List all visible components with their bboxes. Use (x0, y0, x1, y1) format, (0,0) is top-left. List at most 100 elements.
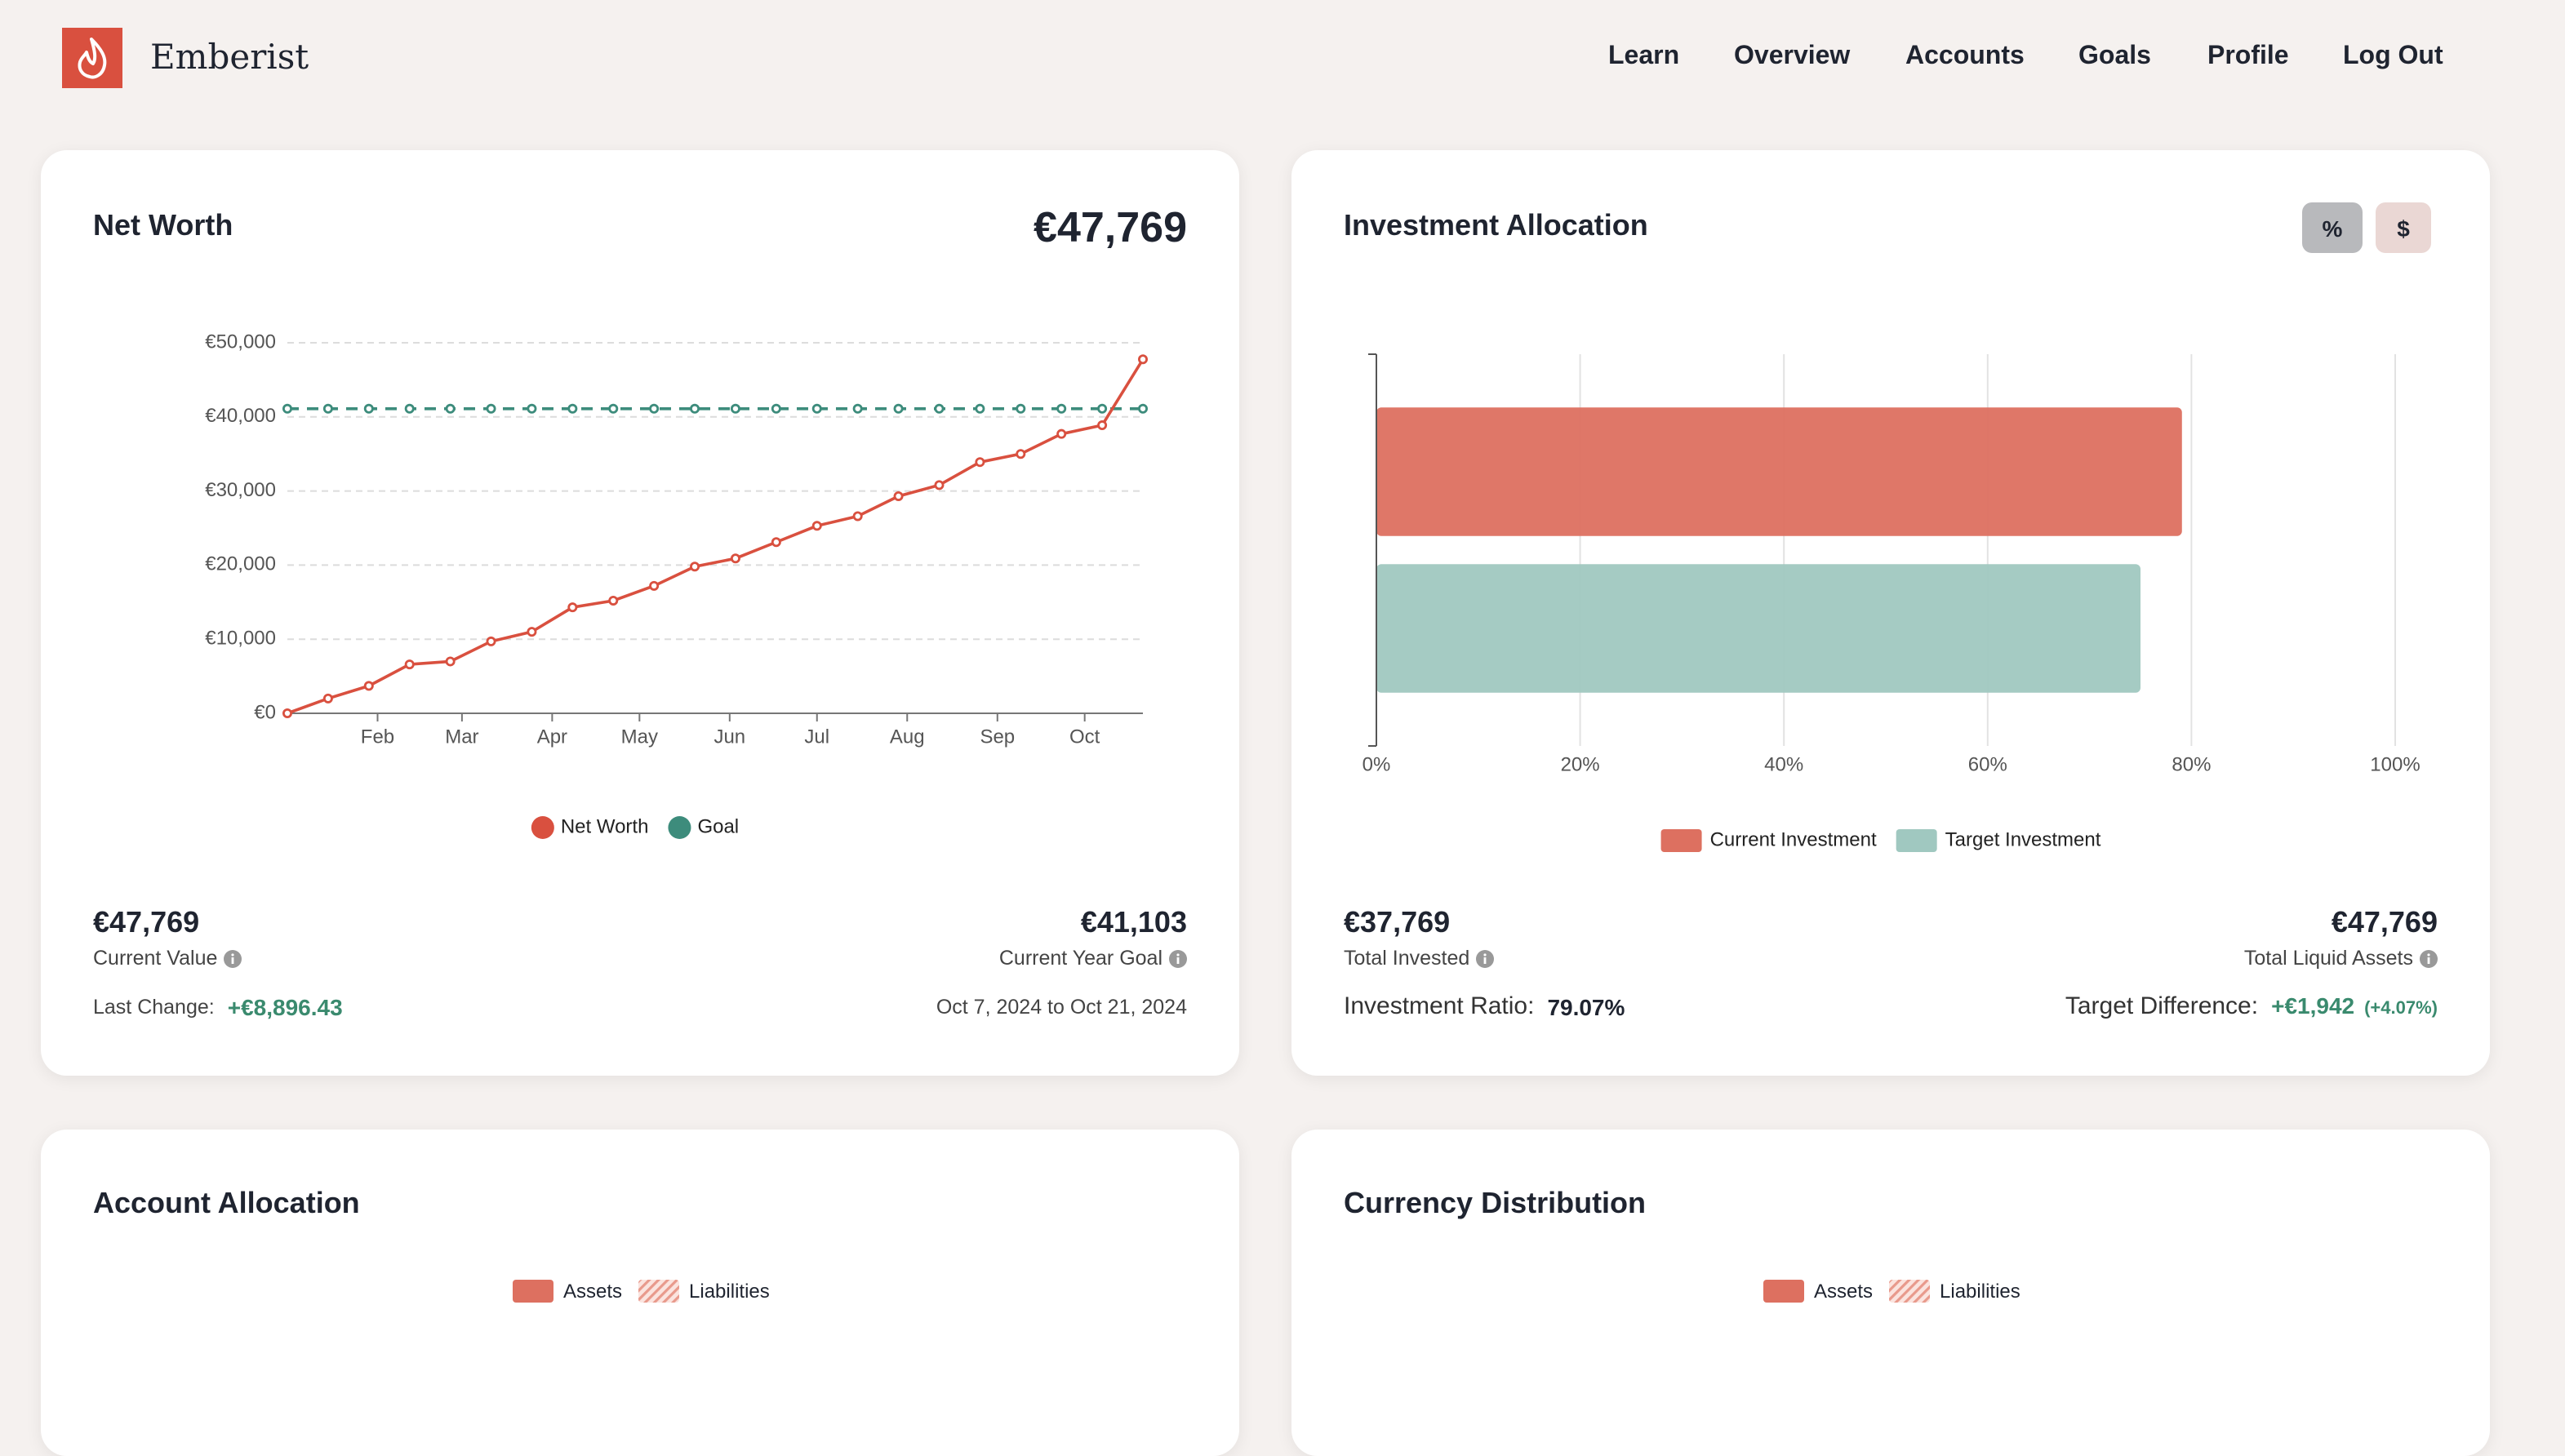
info-icon[interactable] (1169, 949, 1187, 967)
point (1016, 449, 1026, 459)
point (1097, 420, 1108, 431)
point (1016, 403, 1026, 414)
stat-label: Total Liquid Assets (2244, 947, 2438, 970)
bar (1376, 564, 2140, 693)
point (893, 403, 904, 414)
stat-value: €47,769 (93, 906, 200, 939)
target-difference: Target Difference: +€1,942 (+4.07%) (2065, 992, 2438, 1020)
toggle-button[interactable]: % (2302, 202, 2363, 253)
point (608, 403, 619, 414)
point (975, 457, 985, 468)
bar (1376, 407, 2182, 536)
label: Last Change: (93, 996, 215, 1019)
point (1138, 354, 1149, 365)
point (404, 659, 415, 670)
stat-value: €37,769 (1344, 906, 1451, 939)
x-tick-label: Oct (1069, 726, 1100, 748)
x-tick-label: Apr (537, 726, 567, 748)
y-tick-label: €0 (254, 701, 276, 723)
legend: Assets Liabilities (513, 1280, 770, 1303)
legend-label: Net Worth (561, 815, 649, 837)
point (1097, 403, 1108, 414)
point (282, 708, 292, 719)
stat-value: €47,769 (2331, 906, 2438, 939)
point (445, 403, 456, 414)
point (445, 656, 456, 667)
point (852, 403, 863, 414)
legend-label: Assets (1814, 1280, 1874, 1303)
value: 79.07% (1547, 993, 1625, 1019)
x-tick-label: 80% (2172, 753, 2211, 775)
info-icon[interactable] (224, 949, 242, 967)
brand[interactable]: Emberist (150, 38, 309, 77)
point (282, 403, 292, 414)
point (730, 403, 740, 414)
last-change: Last Change: +€8,896.43 (93, 994, 343, 1020)
label: Total Liquid Assets (2243, 947, 2413, 970)
label: Total Invested (1344, 947, 1470, 970)
headline-value: €47,769 (1034, 202, 1187, 251)
x-tick-label: Jun (713, 726, 745, 748)
nav-link[interactable]: Learn (1608, 42, 1680, 70)
point (771, 537, 781, 548)
legend-label: Liabilities (1940, 1280, 2020, 1303)
nav-link[interactable]: Accounts (1905, 42, 2025, 70)
nav-link[interactable]: Log Out (2343, 42, 2443, 70)
label: Current Value (93, 947, 218, 970)
nav-link[interactable]: Overview (1734, 42, 1851, 70)
point (934, 480, 945, 491)
x-tick-label: Mar (445, 726, 478, 748)
x-tick-label: 40% (1764, 753, 1803, 775)
line-chart: €0 €10,000 €20,000 €30,000 €40,000 €50,000 Feb… (205, 331, 1149, 839)
nav-link[interactable]: Profile (2207, 42, 2289, 70)
point (811, 521, 822, 531)
legend-label: Target Investment (1945, 828, 2101, 850)
point (608, 595, 619, 606)
page: Emberist Learn Overview Accounts Goals P… (41, 28, 2490, 1456)
x-tick-label: 20% (1561, 753, 1600, 775)
legend-swatch (1889, 1280, 1931, 1303)
legend-swatch (513, 1280, 553, 1303)
point (934, 403, 945, 414)
point (1138, 403, 1149, 414)
legend-label: Liabilities (689, 1280, 770, 1303)
toggle-button[interactable]: $ (2376, 202, 2431, 253)
point (811, 403, 822, 414)
point (690, 562, 700, 572)
legend-swatch (668, 816, 691, 839)
y-tick-label: €30,000 (205, 479, 276, 501)
card-title: Currency Distribution (1344, 1187, 1647, 1219)
net-worth-card: Net Worth €47,769 €0 €10,000 €20,000 €30,00… (41, 150, 1239, 1076)
info-icon[interactable] (1476, 949, 1495, 967)
point (404, 403, 415, 414)
y-tick-label: €20,000 (205, 553, 276, 575)
label: Target Difference: (2065, 992, 2259, 1020)
point (567, 602, 578, 613)
point (730, 553, 740, 564)
investment-card: Investment Allocation % $ 0% 20% 40% 60% 80%… (1291, 150, 2490, 1076)
card-title: Net Worth (93, 209, 233, 242)
point (363, 681, 374, 691)
point (527, 403, 537, 414)
point (322, 693, 333, 704)
nav-link[interactable]: Goals (2078, 42, 2151, 70)
investment-ratio: Investment Ratio: 79.07% (1344, 992, 1625, 1020)
value: +€8,896.43 (227, 994, 343, 1020)
stat-label: Total Invested (1344, 947, 1495, 970)
point (852, 511, 863, 522)
point (771, 403, 781, 414)
legend-swatch (1896, 829, 1937, 852)
x-tick-label: 60% (1968, 753, 2007, 775)
point (567, 403, 578, 414)
point (975, 403, 985, 414)
legend-label: Goal (697, 815, 739, 837)
legend-label: Assets (563, 1280, 623, 1303)
info-icon[interactable] (2420, 949, 2438, 967)
x-tick-label: Aug (890, 726, 925, 748)
y-tick-label: €40,000 (205, 405, 276, 427)
y-tick-label: €10,000 (205, 628, 276, 650)
logo[interactable] (62, 28, 122, 88)
x-tick-label: Jul (804, 726, 829, 748)
value: +€1,942 (2271, 992, 2355, 1019)
stat-label: Current Year Goal (999, 947, 1187, 970)
